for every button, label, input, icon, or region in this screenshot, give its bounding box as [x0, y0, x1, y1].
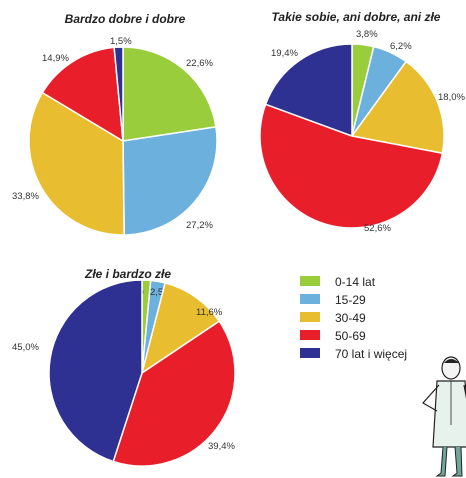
legend-swatch-70-plus: [300, 348, 320, 358]
chart-title-zle: Złe i bardzo złe: [84, 267, 171, 281]
doctor-figure-icon: [422, 356, 466, 477]
legend-swatch-0-14: [300, 276, 320, 286]
pie-slice-zle-30-49: [140, 282, 221, 375]
data-label-zle-15-29: 2,5%: [150, 287, 172, 298]
legend-label-30-49: 30-49: [335, 311, 366, 325]
legend: 0-14 lat 15-29 30-49 50-69 70 lat i więc…: [300, 275, 407, 361]
legend-swatch-15-29: [300, 294, 320, 304]
legend-label-70-plus: 70 lat i więcej: [335, 347, 407, 361]
legend-label-0-14: 0-14 lat: [335, 275, 376, 289]
pie-slice-bardzo-dobre-15-29: [122, 126, 218, 236]
pie-slice-bardzo-dobre-70-plus: [113, 46, 124, 142]
data-label-bardzo-dobre-15-29: 27,2%: [186, 220, 213, 231]
data-label-bardzo-dobre-0-14: 22,6%: [186, 58, 213, 69]
pie-slice-takie-sobie-70-plus: [264, 43, 353, 138]
pie-slice-zle-70-plus: [48, 279, 143, 463]
data-label-zle-50-69: 39,4%: [208, 441, 235, 452]
pie-slice-zle-50-69: [112, 320, 236, 467]
chart-title-bardzo-dobre: Bardzo dobre i dobre: [65, 12, 186, 26]
data-label-bardzo-dobre-50-69: 14,9%: [42, 53, 69, 64]
legend-label-15-29: 15-29: [335, 293, 366, 307]
legend-swatch-30-49: [300, 312, 320, 322]
pie-chart-takie-sobie: 3,8% 6,2% 18,0% 52,6% 19,4%: [259, 29, 465, 234]
data-label-takie-sobie-15-29: 6,2%: [390, 41, 412, 52]
data-label-takie-sobie-30-49: 18,0%: [438, 92, 465, 103]
pie-slice-takie-sobie-50-69: [259, 103, 444, 229]
legend-swatch-50-69: [300, 330, 320, 340]
pie-slice-bardzo-dobre-50-69: [41, 46, 124, 143]
pie-chart-bardzo-dobre: 22,6% 27,2% 33,8% 14,9% 1,5%: [12, 36, 218, 236]
data-label-takie-sobie-0-14: 3,8%: [356, 29, 378, 40]
data-label-zle-70-plus: 45,0%: [12, 342, 39, 353]
data-label-takie-sobie-70-plus: 19,4%: [271, 48, 298, 59]
data-label-bardzo-dobre-30-49: 33,8%: [12, 191, 39, 202]
data-label-zle-30-49: 11,6%: [196, 307, 223, 318]
data-label-takie-sobie-50-69: 52,6%: [364, 223, 391, 234]
pie-slice-takie-sobie-30-49: [350, 60, 445, 155]
chart-title-takie-sobie: Takie sobie, ani dobre, ani złe: [272, 10, 441, 24]
pie-slice-bardzo-dobre-0-14: [122, 46, 217, 142]
pie-chart-zle: 1,5%2,5%11,6%39,4%45,0%: [12, 279, 236, 467]
data-label-bardzo-dobre-70-plus: 1,5%: [110, 36, 132, 47]
legend-label-50-69: 50-69: [335, 329, 366, 343]
